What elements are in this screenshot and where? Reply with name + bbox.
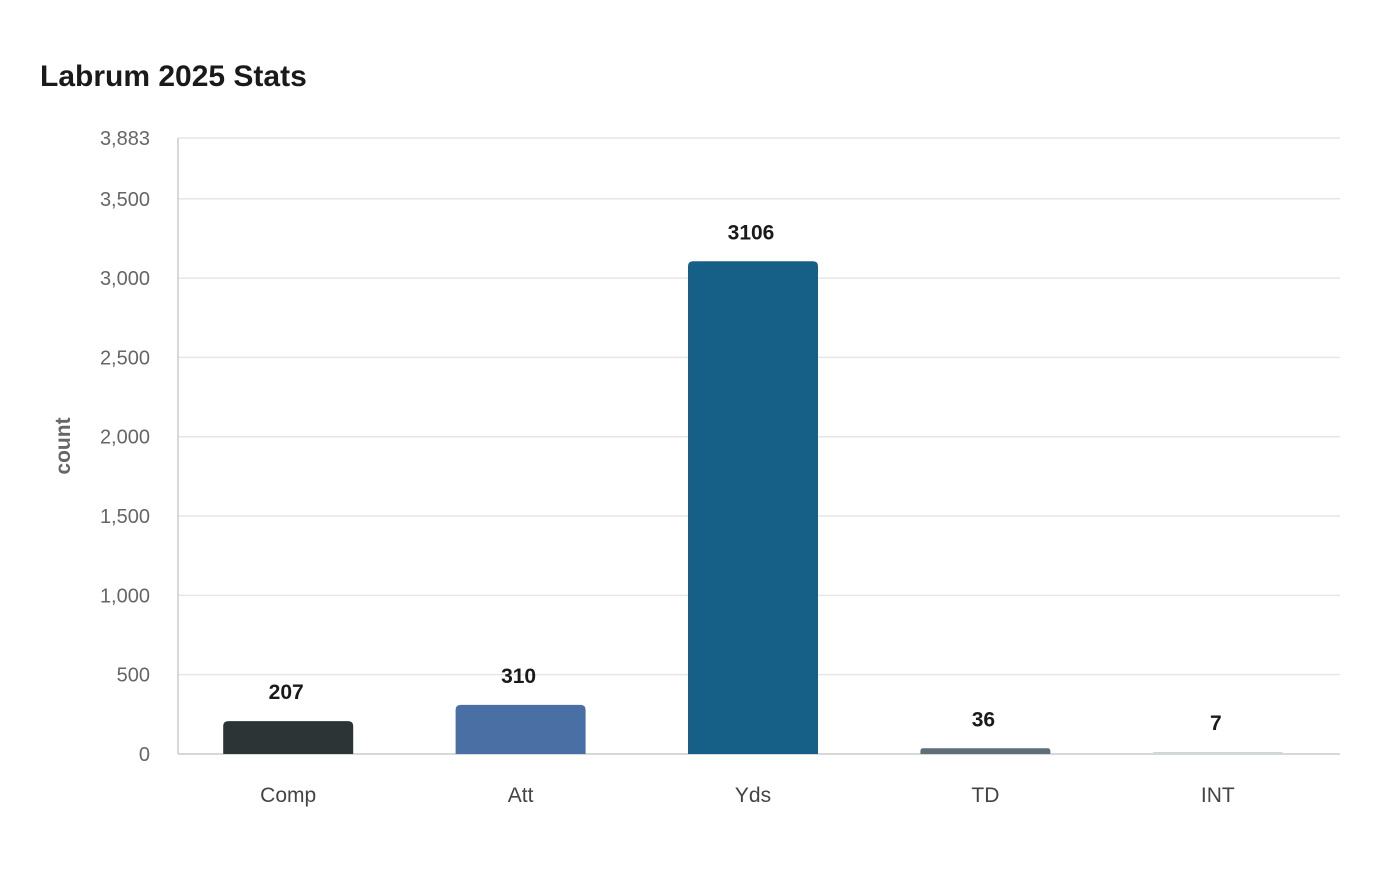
y-tick-label: 1,000 — [100, 585, 150, 607]
bar-comp — [223, 721, 354, 754]
x-tick-label-td: TD — [971, 784, 999, 807]
y-tick-label: 3,000 — [100, 268, 150, 290]
x-tick-label-comp: Comp — [260, 784, 316, 807]
bar-int — [1152, 752, 1283, 754]
chart-title: Labrum 2025 Stats — [40, 60, 307, 93]
x-tick-label-yds: Yds — [735, 784, 771, 807]
y-tick-label: 2,000 — [100, 427, 150, 449]
y-tick-label: 0 — [139, 744, 150, 766]
bar-td — [920, 748, 1051, 754]
data-label-comp: 207 — [269, 681, 304, 704]
y-tick-label: 2,500 — [100, 347, 150, 369]
data-label-yds: 3106 — [728, 221, 775, 244]
y-axis-title: count — [52, 417, 75, 474]
y-tick-label: 1,500 — [100, 506, 150, 528]
x-tick-label-att: Att — [508, 784, 534, 807]
bar-yds — [688, 261, 818, 754]
data-label-att: 310 — [501, 665, 536, 688]
bars — [223, 261, 1283, 754]
y-tick-label: 3,883 — [100, 128, 150, 150]
labels: 0 500 1,000 1,500 2,000 2,500 3,000 3,500 3,883 2… — [100, 128, 1235, 807]
x-tick-label-int: INT — [1201, 784, 1235, 807]
bar-att — [455, 704, 586, 754]
data-label-int: 7 — [1210, 712, 1222, 735]
data-label-td: 36 — [972, 708, 995, 731]
y-tick-label: 500 — [117, 665, 150, 687]
y-tick-label: 3,500 — [100, 189, 150, 211]
